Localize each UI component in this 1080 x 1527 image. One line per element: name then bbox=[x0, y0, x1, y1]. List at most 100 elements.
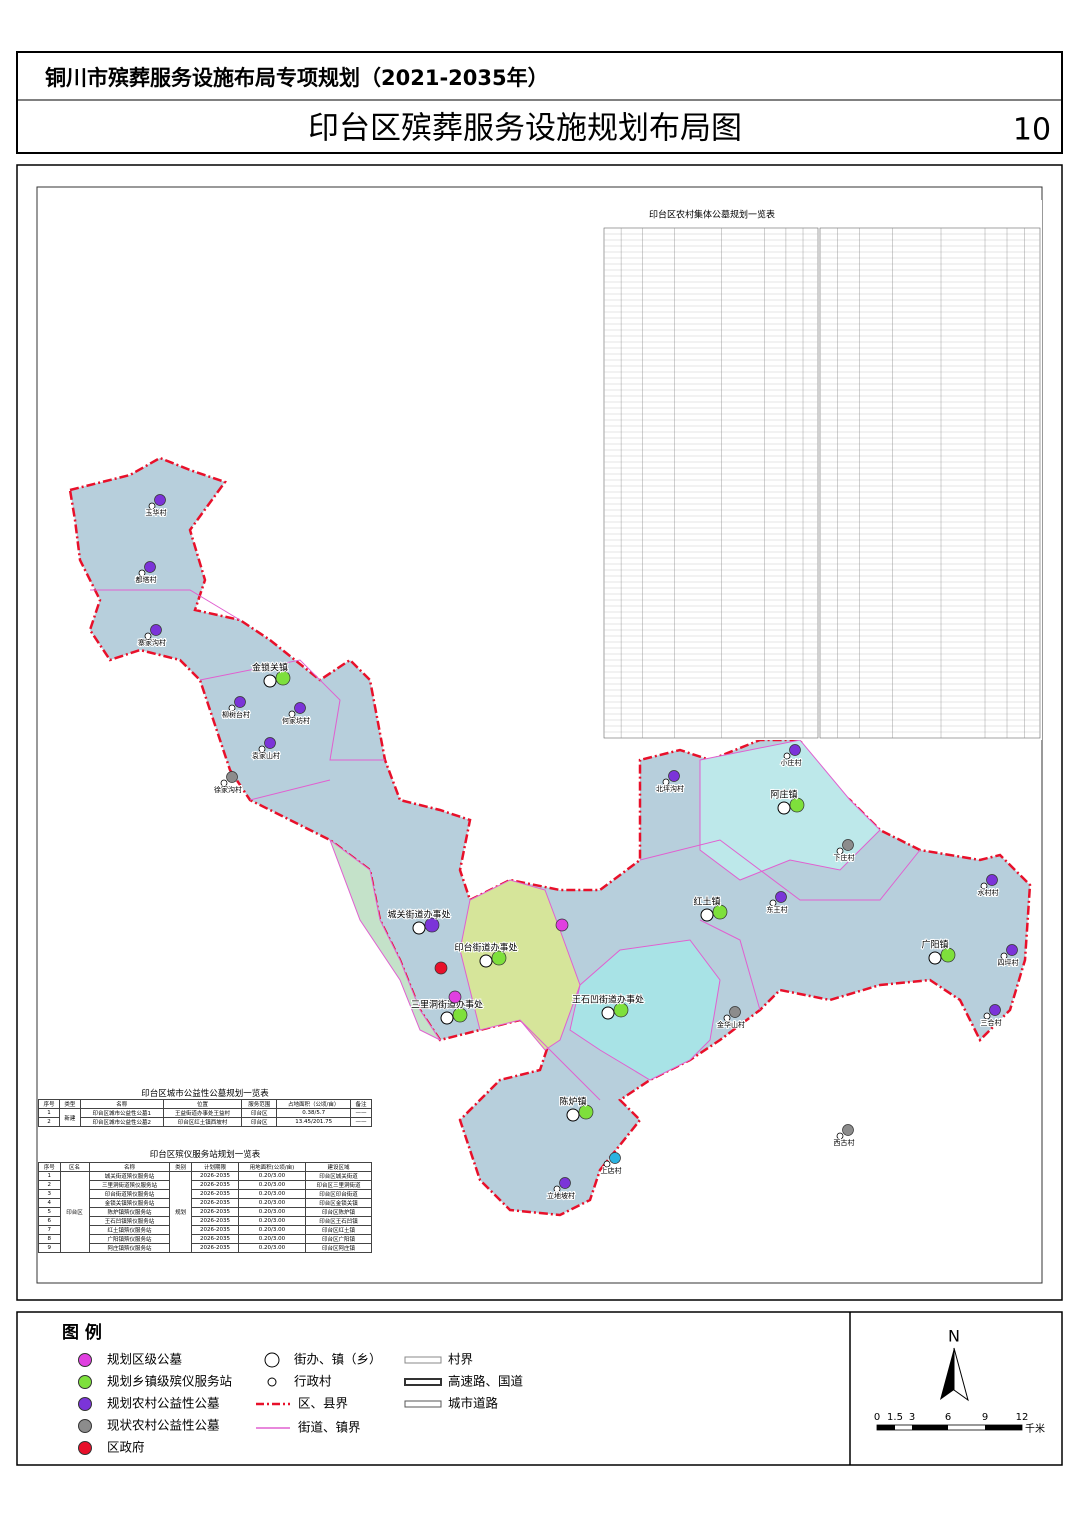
table-border bbox=[819, 227, 1041, 739]
legend-symbol bbox=[404, 1356, 442, 1364]
legend-label: 区、县界 bbox=[298, 1396, 349, 1411]
series-title: 铜川市殡葬服务设施布局专项规划（2021-2035年） bbox=[45, 66, 549, 90]
table-cell: 2026-2035 bbox=[190, 1216, 240, 1226]
place-label: 三里洞街道办事处 bbox=[411, 999, 483, 1011]
legend-title: 图 例 bbox=[62, 1322, 102, 1343]
table-cell: 印台区阿庄镇 bbox=[304, 1243, 373, 1253]
table-cell: 6 bbox=[38, 1216, 61, 1226]
place-marker bbox=[275, 670, 291, 686]
table-row: 4 金锁关镇殡仪服务站 2026-2035 0.20/3.00 印台区金锁关镇 bbox=[38, 1198, 373, 1208]
table-cell: 序号 bbox=[38, 1162, 61, 1172]
legend-label: 城市道路 bbox=[448, 1396, 499, 1411]
place-label: 红土镇 bbox=[693, 896, 720, 908]
town-symbol bbox=[263, 674, 277, 688]
place-label: 玉华村 bbox=[146, 508, 167, 517]
place-marker bbox=[940, 947, 956, 963]
table-cell: 印台区三里洞街道 bbox=[304, 1180, 373, 1190]
place-marker bbox=[578, 1104, 594, 1120]
town-symbol bbox=[928, 951, 942, 965]
village-symbol bbox=[603, 1160, 611, 1168]
legend-label: 行政村 bbox=[294, 1374, 332, 1389]
table-row: 8 广阳镇殡仪服务站 2026-2035 0.20/3.00 印台区广阳镇 bbox=[38, 1234, 373, 1244]
table-cell: 0.20/3.00 bbox=[238, 1216, 306, 1226]
village-symbol bbox=[836, 1132, 844, 1140]
village-symbol bbox=[769, 899, 777, 907]
table-row: 2 印台区城市公益性公墓2 印台区红土镇西坡村 印台区 13.45/201.75 —— bbox=[38, 1117, 372, 1127]
table-cell: 印台区城关街道 bbox=[304, 1171, 373, 1181]
table-cell: 城关街道殡仪服务站 bbox=[88, 1171, 171, 1181]
north-arrow bbox=[953, 1347, 969, 1402]
table-cell: 计划期限 bbox=[190, 1162, 240, 1172]
scale-bar bbox=[877, 1425, 895, 1430]
table-cell: 2 bbox=[38, 1117, 60, 1127]
place-label: 金华山村 bbox=[717, 1020, 745, 1029]
special-marker bbox=[555, 918, 569, 932]
village-symbol bbox=[148, 502, 156, 510]
scale-label: 6 bbox=[945, 1412, 951, 1423]
place-marker bbox=[264, 737, 276, 749]
funeral-table: 序号 区名 名称 类别 计划期限 用地面积(公顷/亩) 建设区域 1 印台区 城关街道殡仪服务站规… bbox=[38, 1162, 373, 1253]
north-arrow bbox=[940, 1348, 954, 1400]
place-label: 立地坡村 bbox=[547, 1191, 575, 1200]
place-marker bbox=[559, 1177, 571, 1189]
table-cell: 阿庄镇殡仪服务站 bbox=[88, 1243, 171, 1253]
table-row: 1 新建 印台区城市公益性公墓1 王益街道办事处王益村 印台区 0.38/5.7 —— bbox=[38, 1108, 372, 1127]
table-cell: 陈炉镇殡仪服务站 bbox=[88, 1207, 171, 1217]
table-row: 序号 区名 名称 类别 计划期限 用地面积(公顷/亩) 建设区域 bbox=[38, 1162, 373, 1172]
place-marker bbox=[842, 1124, 854, 1136]
table-cell: 印台区陈炉镇 bbox=[304, 1207, 373, 1217]
scale-label: 0 bbox=[874, 1412, 880, 1423]
table-cell: 金锁关镇殡仪服务站 bbox=[88, 1198, 171, 1208]
table-cell: 2026-2035 bbox=[190, 1234, 240, 1244]
place-label: 上店村 bbox=[601, 1166, 622, 1175]
city-table: 序号 类型 名称 位置 服务范围 占地面积（公顷/亩） 备注 1 新建 印台区城市公益性公墓1 王益… bbox=[38, 1099, 372, 1127]
table-cell: 印台区红土镇西坡村 bbox=[162, 1117, 243, 1127]
table-cell: 印台街道殡仪服务站 bbox=[88, 1189, 171, 1199]
town-symbol bbox=[601, 1006, 615, 1020]
town-symbol bbox=[412, 921, 426, 935]
village-symbol bbox=[662, 778, 670, 786]
place-label: 广阳镇 bbox=[921, 939, 948, 951]
place-marker bbox=[294, 702, 306, 714]
table-cell: 8 bbox=[38, 1234, 61, 1244]
place-label: 都塔村 bbox=[136, 575, 157, 584]
town-symbol bbox=[479, 954, 493, 968]
rural-table-title: 印台区农村集体公墓规划一览表 bbox=[649, 209, 775, 221]
table-cell: 0.20/3.00 bbox=[238, 1225, 306, 1235]
table-cell: 类型 bbox=[58, 1099, 81, 1109]
place-label: 西古村 bbox=[834, 1138, 855, 1147]
table-cell: 印台区 bbox=[241, 1108, 278, 1118]
table-cell: 2026-2035 bbox=[190, 1189, 240, 1199]
table-cell: 0.20/3.00 bbox=[238, 1171, 306, 1181]
table-cell: 广阳镇殡仪服务站 bbox=[88, 1234, 171, 1244]
village-symbol bbox=[553, 1185, 561, 1193]
village-symbol bbox=[228, 704, 236, 712]
place-label: 印台街道办事处 bbox=[454, 942, 517, 954]
place-label: 王石凹街道办事处 bbox=[572, 994, 644, 1006]
scale-bar bbox=[912, 1425, 948, 1430]
place-label: 陈炉镇 bbox=[559, 1096, 586, 1108]
village-symbol bbox=[220, 779, 228, 787]
table-cell: 印台区印台街道 bbox=[304, 1189, 373, 1199]
table-cell: 5 bbox=[38, 1207, 61, 1217]
place-label: 徐家沟村 bbox=[214, 785, 242, 794]
table-row: 3 印台街道殡仪服务站 2026-2035 0.20/3.00 印台区印台街道 bbox=[38, 1189, 373, 1199]
table-cell: 印台区城市公益性公墓1 bbox=[79, 1108, 164, 1118]
place-marker bbox=[452, 1007, 468, 1023]
table-cell: —— bbox=[350, 1108, 372, 1118]
table-cell: —— bbox=[350, 1117, 372, 1127]
legend-label: 区政府 bbox=[107, 1440, 145, 1455]
map-title: 印台区殡葬服务设施规划布局图 bbox=[308, 111, 742, 147]
subdistrict-area bbox=[569, 939, 721, 1081]
table-cell: 2026-2035 bbox=[190, 1225, 240, 1235]
village-symbol bbox=[258, 745, 266, 753]
town-symbol bbox=[777, 801, 791, 815]
place-label: 何家坊村 bbox=[282, 716, 310, 725]
table-cell: 2026-2035 bbox=[190, 1171, 240, 1181]
legend-symbol bbox=[404, 1378, 442, 1386]
table-cell: 建设区域 bbox=[304, 1162, 373, 1172]
place-marker bbox=[226, 771, 238, 783]
place-marker bbox=[613, 1002, 629, 1018]
table-cell: 服务范围 bbox=[241, 1099, 278, 1109]
town-boundary bbox=[90, 589, 921, 1101]
